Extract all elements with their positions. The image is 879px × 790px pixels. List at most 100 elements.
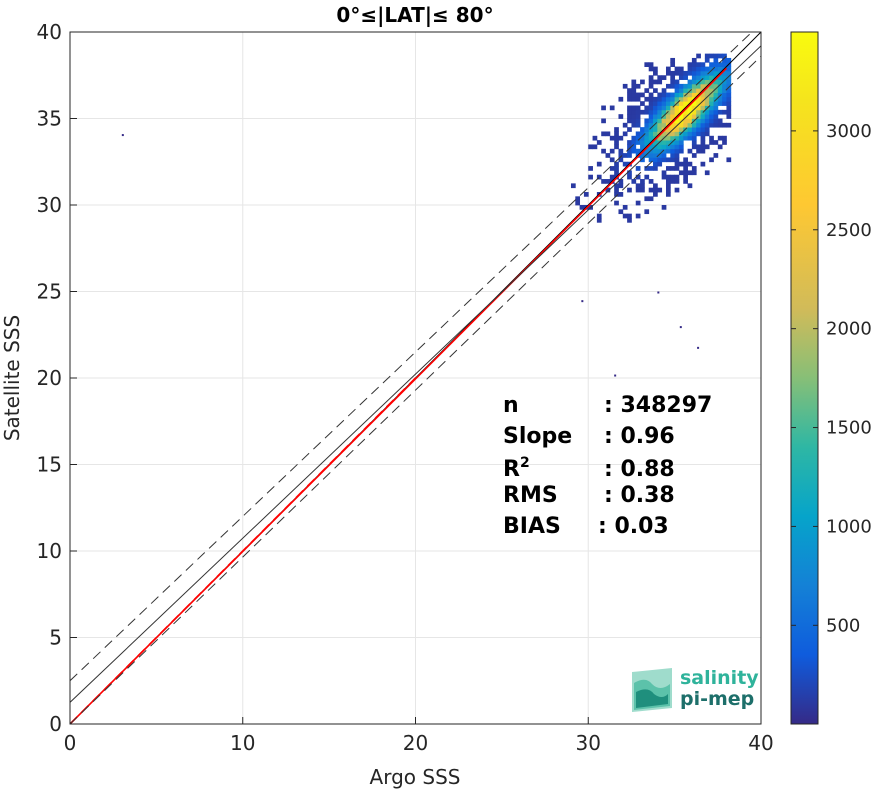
density-cell xyxy=(696,101,701,106)
density-cell xyxy=(683,114,688,119)
density-cell xyxy=(627,174,632,180)
density-cell xyxy=(726,157,732,163)
density-cell xyxy=(670,83,676,89)
density-cell xyxy=(648,131,654,137)
density-cell xyxy=(644,135,650,141)
density-cell xyxy=(631,144,637,150)
density-cell xyxy=(709,157,714,163)
density-cell xyxy=(700,62,706,67)
density-cell xyxy=(648,114,654,119)
density-cell xyxy=(717,75,723,80)
density-cell xyxy=(691,75,697,80)
density-cell xyxy=(640,187,645,193)
density-cell xyxy=(713,101,719,106)
density-cell xyxy=(635,166,641,171)
density-cell xyxy=(722,57,727,63)
density-cell xyxy=(674,166,680,171)
density-cell xyxy=(644,105,650,111)
density-cell xyxy=(683,101,688,106)
density-cell xyxy=(614,140,619,145)
density-cell xyxy=(631,109,637,115)
density-cell xyxy=(674,161,680,167)
density-cell xyxy=(614,200,619,206)
density-cell xyxy=(704,101,710,106)
density-cell xyxy=(665,105,671,111)
outlier-point xyxy=(581,300,584,303)
density-cell xyxy=(605,153,611,158)
density-cell xyxy=(670,96,676,102)
density-cell xyxy=(635,114,641,119)
line-fit-dashed-extension xyxy=(70,377,417,724)
density-cell xyxy=(691,127,697,132)
density-cell xyxy=(691,92,697,98)
density-cell xyxy=(700,118,706,124)
density-cell xyxy=(653,66,658,72)
density-cell xyxy=(691,57,697,63)
density-cell xyxy=(683,157,688,163)
density-cell xyxy=(670,179,676,184)
density-cell xyxy=(674,79,680,85)
density-cell xyxy=(726,105,732,111)
density-cell xyxy=(657,187,663,193)
density-cell xyxy=(704,75,710,80)
density-cell xyxy=(700,70,706,76)
density-cell xyxy=(704,66,710,72)
density-cell xyxy=(579,205,585,210)
density-cell xyxy=(726,79,732,85)
density-cell xyxy=(627,114,632,119)
density-cell xyxy=(635,135,641,141)
density-cell xyxy=(670,62,676,67)
density-cell xyxy=(627,92,632,98)
density-cell xyxy=(678,75,684,80)
density-cell xyxy=(713,122,719,128)
density-cell xyxy=(704,92,710,98)
density-cell xyxy=(657,161,663,167)
density-cell xyxy=(704,114,710,119)
density-cell xyxy=(670,57,676,63)
density-cell xyxy=(644,148,650,154)
x-axis-label: Argo SSS xyxy=(370,765,461,789)
density-cell xyxy=(614,127,619,132)
y-tick-label: 20 xyxy=(37,366,62,390)
density-cell xyxy=(605,131,611,137)
density-cell xyxy=(683,174,688,180)
density-cell xyxy=(704,122,710,128)
density-cell xyxy=(618,179,624,184)
density-cell xyxy=(726,109,732,115)
density-cell xyxy=(588,174,593,180)
density-cell xyxy=(713,114,719,119)
density-cell xyxy=(661,140,667,145)
density-cell xyxy=(665,140,671,145)
density-cell xyxy=(609,148,615,154)
density-cell xyxy=(609,174,615,180)
density-cell xyxy=(596,213,602,219)
density-cell xyxy=(717,118,723,124)
colorbar-tick-label: 2000 xyxy=(826,319,872,340)
colorbar-tick-label: 1000 xyxy=(826,516,872,537)
density-cell xyxy=(687,127,693,132)
stat-value: : 0.88 xyxy=(604,457,675,482)
density-cell xyxy=(726,66,732,72)
stat-label: RMS xyxy=(503,483,558,508)
density-cell xyxy=(644,174,650,180)
density-cell xyxy=(648,79,654,85)
density-cell xyxy=(640,140,645,145)
density-cell xyxy=(678,122,684,128)
density-cell xyxy=(665,192,671,197)
outlier-point xyxy=(679,326,682,329)
density-cell xyxy=(627,187,632,193)
density-cell xyxy=(717,144,723,150)
density-cell xyxy=(665,66,671,72)
density-cell xyxy=(665,118,671,124)
density-cell xyxy=(687,92,693,98)
density-cell xyxy=(704,170,710,176)
density-cell xyxy=(575,200,581,206)
density-cell xyxy=(657,118,663,124)
density-cell xyxy=(700,127,706,132)
density-cell xyxy=(696,148,701,154)
density-cell xyxy=(717,109,723,115)
density-cell xyxy=(678,101,684,106)
density-cell xyxy=(657,144,663,150)
density-cell xyxy=(678,140,684,145)
